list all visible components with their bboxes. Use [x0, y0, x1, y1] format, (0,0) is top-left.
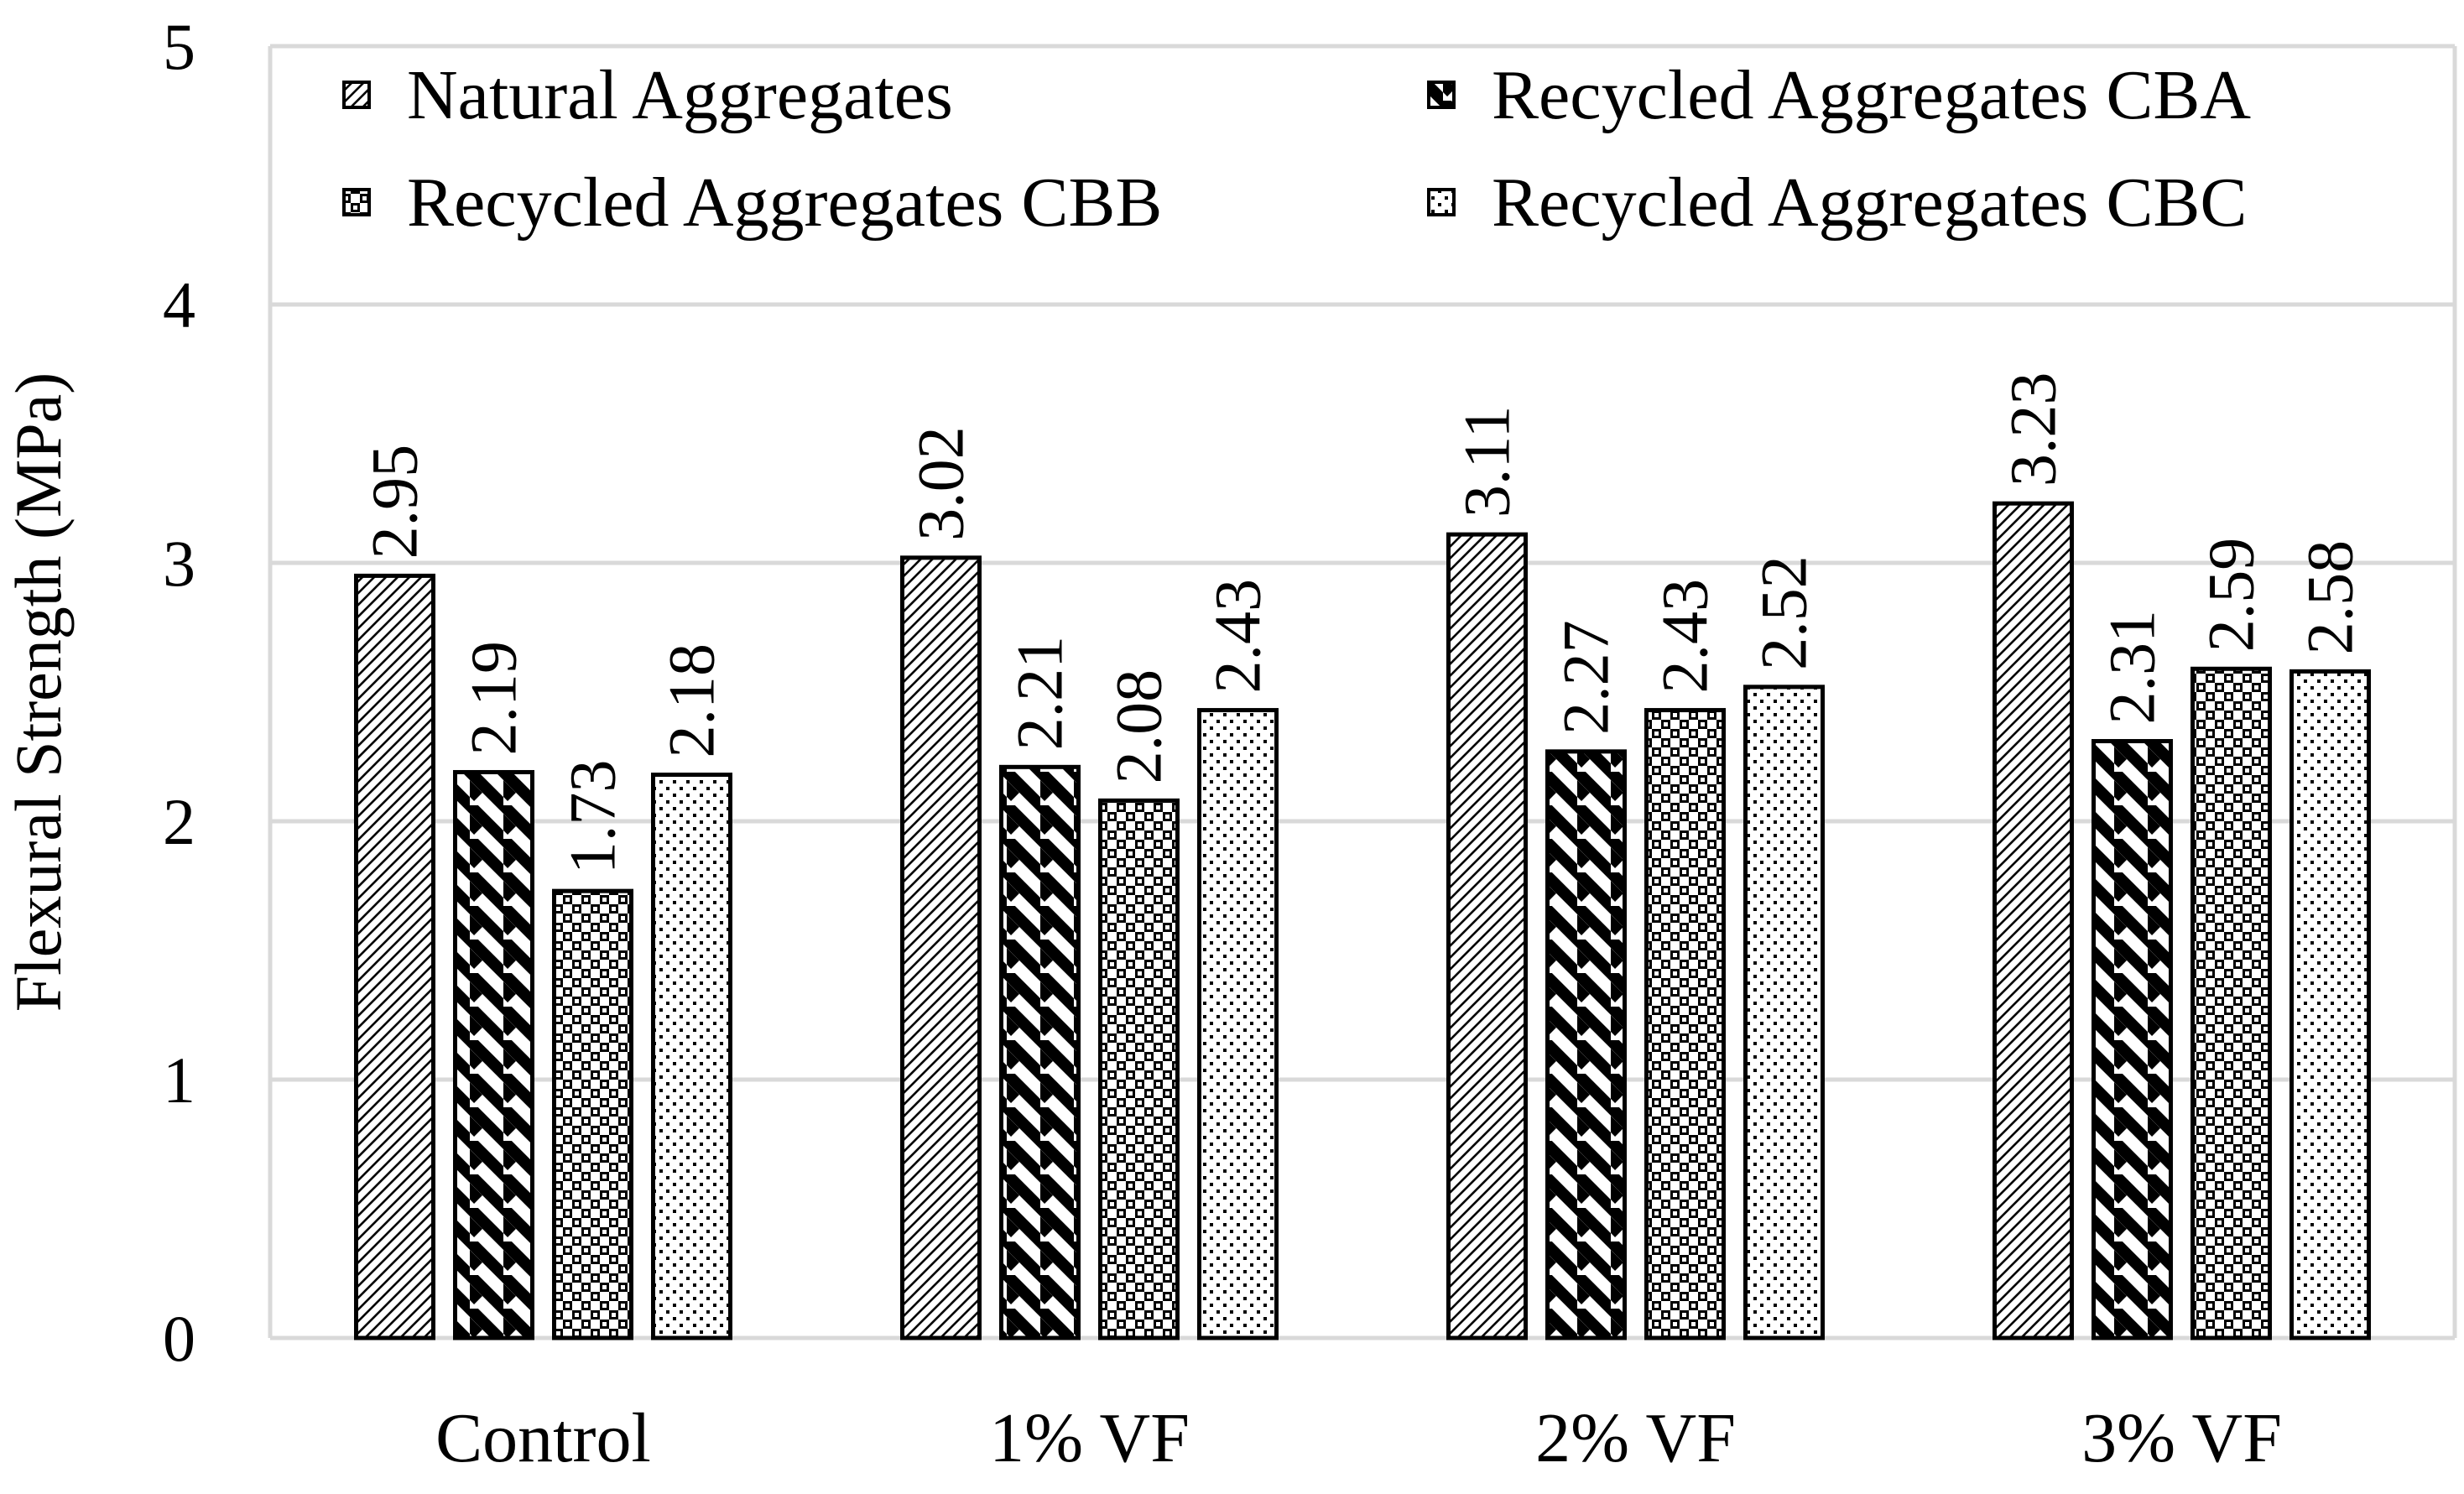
x-tick-label-control: Control — [435, 1399, 651, 1477]
y-axis-title: Flexural Strength (MPa) — [2, 372, 75, 1012]
bar-2pct-vf-recycled-aggregates-cba — [1545, 749, 1627, 1340]
bar-2pct-vf-natural-aggregates — [1446, 532, 1528, 1340]
x-axis-labels: Control 1% VF 2% VF 3% VF — [435, 1399, 2282, 1477]
bar-3pct-vf-recycled-aggregates-cbb — [2191, 666, 2272, 1340]
bar-1pct-vf-recycled-aggregates-cbc — [1197, 708, 1279, 1340]
bar-2pct-vf-recycled-aggregates-cbc — [1743, 685, 1825, 1340]
bar-control-natural-aggregates — [354, 573, 435, 1340]
data-label-control-natural-aggregates: 2.95 — [358, 445, 431, 560]
data-label-3pct-vf-recycled-aggregates-cba: 2.31 — [2096, 610, 2169, 725]
bar-3pct-vf-recycled-aggregates-cba — [2092, 739, 2173, 1340]
y-tick-label-4: 4 — [163, 268, 195, 341]
bars — [354, 501, 2371, 1340]
bar-3pct-vf-natural-aggregates — [1993, 501, 2074, 1340]
bar-control-recycled-aggregates-cbc — [651, 773, 732, 1340]
data-label-3pct-vf-recycled-aggregates-cbb: 2.59 — [2195, 538, 2268, 653]
data-label-2pct-vf-recycled-aggregates-cbb: 2.43 — [1649, 579, 1722, 694]
legend-swatch-recycled-aggregates-cbb — [342, 188, 371, 216]
legend-label-recycled-aggregates-cba: Recycled Aggregates CBA — [1492, 56, 2251, 134]
x-tick-label-3pct-vf: 3% VF — [2081, 1399, 2282, 1477]
data-label-control-recycled-aggregates-cba: 2.19 — [457, 641, 530, 756]
y-tick-label-5: 5 — [163, 10, 195, 83]
data-label-2pct-vf-natural-aggregates: 3.11 — [1451, 406, 1524, 518]
bar-control-recycled-aggregates-cba — [453, 769, 534, 1340]
legend-label-natural-aggregates: Natural Aggregates — [407, 56, 953, 134]
x-tick-label-1pct-vf: 1% VF — [989, 1399, 1190, 1477]
data-label-1pct-vf-recycled-aggregates-cba: 2.21 — [1003, 636, 1076, 751]
legend-label-recycled-aggregates-cbc: Recycled Aggregates CBC — [1492, 164, 2247, 242]
legend-label-recycled-aggregates-cbb: Recycled Aggregates CBB — [407, 164, 1162, 242]
data-label-control-recycled-aggregates-cbc: 2.18 — [655, 643, 728, 758]
bar-1pct-vf-recycled-aggregates-cba — [999, 764, 1081, 1340]
legend-swatch-natural-aggregates — [342, 81, 371, 109]
data-labels: 2.95 2.19 1.73 2.18 3.02 2.21 2.08 2.43 3.11 2.27… — [358, 372, 2367, 875]
gridlines — [268, 44, 2457, 1340]
data-label-control-recycled-aggregates-cbb: 1.73 — [556, 760, 629, 875]
legend: Natural Aggregates Recycled Aggregates C… — [322, 50, 2445, 260]
y-tick-label-1: 1 — [163, 1044, 195, 1117]
bar-2pct-vf-recycled-aggregates-cbb — [1644, 708, 1726, 1340]
y-tick-label-3: 3 — [163, 527, 195, 600]
data-label-2pct-vf-recycled-aggregates-cba: 2.27 — [1550, 620, 1623, 735]
bar-control-recycled-aggregates-cbb — [552, 888, 633, 1340]
x-tick-label-2pct-vf: 2% VF — [1535, 1399, 1736, 1477]
y-tick-label-0: 0 — [163, 1302, 195, 1375]
bar-1pct-vf-recycled-aggregates-cbb — [1098, 798, 1180, 1340]
data-label-1pct-vf-recycled-aggregates-cbb: 2.08 — [1102, 669, 1175, 784]
data-label-3pct-vf-natural-aggregates: 3.23 — [1997, 372, 2070, 487]
bar-3pct-vf-recycled-aggregates-cbc — [2289, 669, 2371, 1340]
bar-1pct-vf-natural-aggregates — [900, 555, 982, 1340]
data-label-2pct-vf-recycled-aggregates-cbc: 2.52 — [1748, 555, 1821, 670]
data-label-1pct-vf-natural-aggregates: 3.02 — [904, 426, 977, 541]
y-axis-ticks: 0 1 2 3 4 5 — [163, 10, 195, 1375]
y-tick-label-2: 2 — [163, 785, 195, 858]
legend-box — [322, 50, 2445, 260]
legend-swatch-recycled-aggregates-cbc — [1427, 188, 1456, 216]
legend-swatch-recycled-aggregates-cba — [1427, 81, 1456, 109]
data-label-3pct-vf-recycled-aggregates-cbc: 2.58 — [2294, 540, 2367, 655]
data-label-1pct-vf-recycled-aggregates-cbc: 2.43 — [1201, 579, 1274, 694]
